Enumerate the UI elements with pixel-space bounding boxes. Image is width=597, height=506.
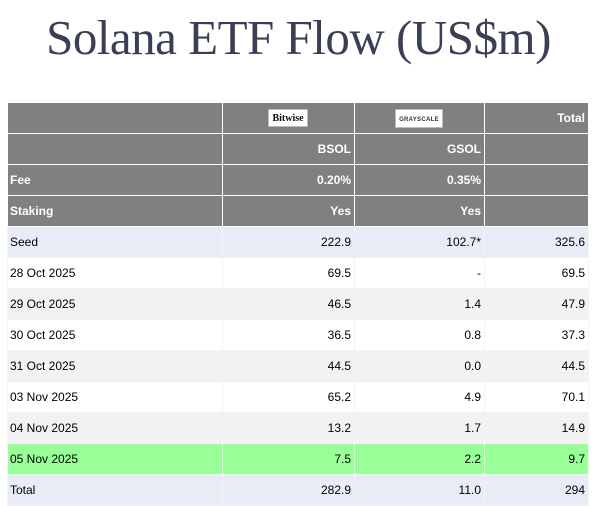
row-gsol: 1.7 — [354, 412, 485, 444]
row-date: 04 Nov 2025 — [7, 412, 223, 444]
bitwise-logo: Bitwise — [268, 109, 308, 127]
totals-bsol: 282.9 — [222, 474, 355, 506]
table-row: 03 Nov 2025 65.2 4.9 70.1 — [7, 381, 589, 413]
issuer-header-row: Bitwise GRAYSCALE Total — [7, 102, 589, 134]
row-total: 37.3 — [484, 319, 589, 351]
row-bsol: 65.2 — [222, 381, 355, 413]
table-row: 31 Oct 2025 44.5 0.0 44.5 — [7, 350, 589, 382]
row-date: 05 Nov 2025 — [7, 443, 223, 475]
staking-row: Staking Yes Yes — [7, 195, 589, 227]
row-gsol: - — [354, 257, 485, 289]
totals-row: Total 282.9 11.0 294 — [7, 474, 589, 506]
totals-grand: 294 — [484, 474, 589, 506]
page-title: Solana ETF Flow (US$m) — [46, 10, 551, 65]
gsol-fee: 0.35% — [354, 164, 485, 196]
bsol-staking: Yes — [222, 195, 355, 227]
bitwise-logo-cell: Bitwise — [222, 102, 355, 134]
ticker-total-empty-cell — [484, 133, 589, 165]
etf-flow-table: Bitwise GRAYSCALE Total BSOL GSOL Fee 0.… — [7, 102, 589, 506]
table-row: Seed 222.9 102.7* 325.6 — [7, 226, 589, 258]
row-total: 14.9 — [484, 412, 589, 444]
grayscale-logo-cell: GRAYSCALE — [354, 102, 485, 134]
ticker-header-row: BSOL GSOL — [7, 133, 589, 165]
staking-total-empty-cell — [484, 195, 589, 227]
bsol-ticker: BSOL — [222, 133, 355, 165]
row-bsol: 7.5 — [222, 443, 355, 475]
row-bsol: 13.2 — [222, 412, 355, 444]
row-bsol: 36.5 — [222, 319, 355, 351]
fee-total-empty-cell — [484, 164, 589, 196]
row-date: Seed — [7, 226, 223, 258]
totals-label: Total — [7, 474, 223, 506]
table-row: 29 Oct 2025 46.5 1.4 47.9 — [7, 288, 589, 320]
row-gsol: 2.2 — [354, 443, 485, 475]
grayscale-logo: GRAYSCALE — [395, 108, 443, 128]
row-bsol: 46.5 — [222, 288, 355, 320]
row-gsol: 102.7* — [354, 226, 485, 258]
row-date: 31 Oct 2025 — [7, 350, 223, 382]
row-gsol: 1.4 — [354, 288, 485, 320]
bitwise-logo-text: Bitwise — [272, 113, 304, 124]
row-total: 44.5 — [484, 350, 589, 382]
gsol-staking: Yes — [354, 195, 485, 227]
table-row-highlighted: 05 Nov 2025 7.5 2.2 9.7 — [7, 443, 589, 475]
table-row: 30 Oct 2025 36.5 0.8 37.3 — [7, 319, 589, 351]
total-column-header: Total — [484, 102, 589, 134]
row-total: 325.6 — [484, 226, 589, 258]
staking-label: Staking — [7, 195, 223, 227]
row-date: 29 Oct 2025 — [7, 288, 223, 320]
fee-label: Fee — [7, 164, 223, 196]
table-row: 04 Nov 2025 13.2 1.7 14.9 — [7, 412, 589, 444]
row-gsol: 0.8 — [354, 319, 485, 351]
row-bsol: 44.5 — [222, 350, 355, 382]
row-gsol: 0.0 — [354, 350, 485, 382]
row-total: 9.7 — [484, 443, 589, 475]
row-bsol: 69.5 — [222, 257, 355, 289]
row-total: 47.9 — [484, 288, 589, 320]
fee-row: Fee 0.20% 0.35% — [7, 164, 589, 196]
row-date: 03 Nov 2025 — [7, 381, 223, 413]
bsol-fee: 0.20% — [222, 164, 355, 196]
row-total: 69.5 — [484, 257, 589, 289]
row-gsol: 4.9 — [354, 381, 485, 413]
row-total: 70.1 — [484, 381, 589, 413]
ticker-empty-cell — [7, 133, 223, 165]
gsol-ticker: GSOL — [354, 133, 485, 165]
grayscale-logo-text: GRAYSCALE — [399, 116, 439, 123]
table-row: 28 Oct 2025 69.5 - 69.5 — [7, 257, 589, 289]
row-date: 28 Oct 2025 — [7, 257, 223, 289]
row-date: 30 Oct 2025 — [7, 319, 223, 351]
header-empty-cell — [7, 102, 223, 134]
totals-gsol: 11.0 — [354, 474, 485, 506]
row-bsol: 222.9 — [222, 226, 355, 258]
